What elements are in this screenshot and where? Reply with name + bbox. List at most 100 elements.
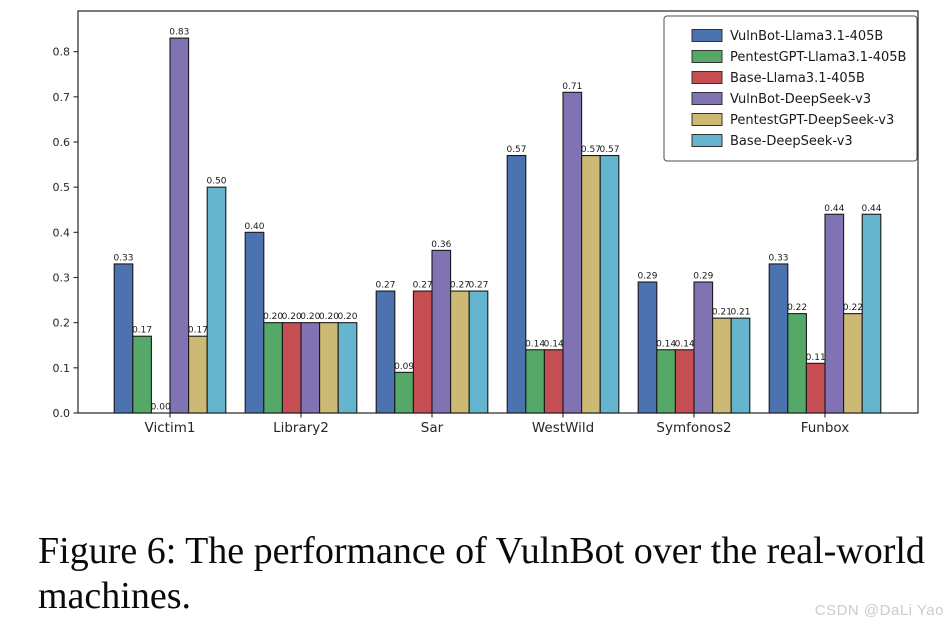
bar [768, 263, 789, 414]
bar-value-label: 0.71 [562, 82, 582, 92]
y-tick-label: 0.6 [53, 136, 71, 149]
bar-value-label: 0.29 [693, 272, 713, 282]
bar [169, 37, 190, 414]
bar-value-label: 0.22 [787, 303, 807, 313]
bar [468, 290, 489, 414]
legend-label: PentestGPT-Llama3.1-405B [730, 50, 906, 65]
x-tick-label: Funbox [801, 420, 850, 436]
bar [263, 322, 283, 414]
bar [337, 322, 358, 414]
legend-label: Base-DeepSeek-v3 [730, 134, 853, 149]
bar-value-label: 0.14 [544, 339, 564, 349]
bar-value-label: 0.22 [843, 303, 863, 313]
figure-caption: Figure 6: The performance of VulnBot ove… [38, 530, 925, 617]
y-tick-label: 0.4 [53, 226, 71, 239]
legend-label: Base-Llama3.1-405B [730, 71, 865, 86]
legend-swatch [691, 71, 723, 84]
bar [206, 186, 227, 414]
x-tick-label: WestWild [532, 420, 594, 436]
y-tick-label: 0.8 [53, 46, 71, 59]
x-tick-label: Symfonos2 [656, 420, 731, 436]
bar-value-label: 0.33 [113, 253, 133, 263]
bar [412, 290, 433, 414]
bar-value-label: 0.00 [151, 403, 171, 413]
bar-value-label: 0.29 [637, 272, 657, 282]
bar-chart: 0.0 0.1 0.2 0.3 0.4 0.5 0.6 0.7 0.8 Victim1 0.33 0.… [53, 10, 919, 436]
x-tick-label: Victim1 [145, 420, 196, 436]
legend-box [663, 15, 918, 162]
bar-value-label: 0.27 [375, 281, 395, 291]
bar [637, 281, 658, 414]
bar-value-label: 0.20 [337, 312, 357, 322]
bar [861, 213, 882, 414]
bar-value-label: 0.21 [730, 308, 750, 318]
y-tick-label: 0.2 [53, 317, 71, 330]
bar [132, 335, 152, 414]
x-tick-label: Sar [421, 420, 444, 436]
bar-value-label: 0.83 [169, 28, 189, 38]
bar-value-label: 0.20 [282, 312, 302, 322]
y-tick-label: 0.7 [53, 91, 71, 104]
bar-value-label: 0.11 [806, 353, 826, 363]
legend-label: VulnBot-Llama3.1-405B [730, 29, 883, 44]
bar [113, 263, 134, 414]
bar [805, 362, 826, 414]
y-tick-label: 0.3 [53, 271, 71, 284]
bar [431, 249, 452, 414]
bar [712, 317, 732, 414]
bar [656, 349, 676, 414]
bar [843, 313, 863, 414]
bar [394, 371, 414, 414]
bar [693, 281, 714, 414]
x-tick-label: Library2 [273, 420, 329, 436]
bar-value-label: 0.20 [300, 312, 320, 322]
bar [562, 91, 583, 414]
bar-value-label: 0.57 [599, 145, 619, 155]
legend-swatch [691, 134, 723, 147]
bar [599, 154, 620, 414]
bar [730, 317, 751, 414]
bar-value-label: 0.27 [468, 281, 488, 291]
bar-value-label: 0.14 [525, 339, 545, 349]
bar-value-label: 0.20 [319, 312, 339, 322]
bar-value-label: 0.14 [675, 339, 695, 349]
bar-value-label: 0.36 [431, 240, 451, 250]
bar-value-label: 0.21 [712, 308, 732, 318]
legend-label: VulnBot-DeepSeek-v3 [730, 92, 871, 107]
y-tick-label: 0.1 [53, 362, 71, 375]
bar-value-label: 0.17 [132, 326, 152, 336]
bar [543, 349, 564, 414]
bar [674, 349, 695, 414]
legend-swatch [691, 29, 723, 42]
legend-label: PentestGPT-DeepSeek-v3 [730, 113, 894, 128]
legend-swatch [691, 113, 723, 126]
bar [450, 290, 470, 414]
y-tick-label: 0.5 [53, 181, 71, 194]
bar-value-label: 0.44 [824, 204, 844, 214]
bar-value-label: 0.09 [394, 362, 414, 372]
bar [581, 154, 601, 414]
bar-value-label: 0.20 [263, 312, 283, 322]
watermark-text: CSDN @DaLi Yao [814, 602, 944, 619]
bar [300, 322, 321, 414]
legend-swatch [691, 92, 723, 105]
bar-value-label: 0.27 [450, 281, 470, 291]
legend-swatch [691, 50, 723, 63]
bar-value-label: 0.57 [506, 145, 526, 155]
bar [824, 213, 845, 414]
bar-value-label: 0.40 [244, 222, 264, 232]
bar [506, 154, 527, 414]
bar [787, 313, 807, 414]
bar-value-label: 0.17 [188, 326, 208, 336]
bar-value-label: 0.50 [206, 177, 226, 187]
bar [375, 290, 396, 414]
bar [188, 335, 208, 414]
bar-value-label: 0.14 [656, 339, 676, 349]
bar [281, 322, 302, 414]
bar-value-label: 0.57 [581, 145, 601, 155]
bar-value-label: 0.44 [861, 204, 881, 214]
bar [244, 231, 265, 414]
bar-value-label: 0.27 [413, 281, 433, 291]
bar [319, 322, 339, 414]
